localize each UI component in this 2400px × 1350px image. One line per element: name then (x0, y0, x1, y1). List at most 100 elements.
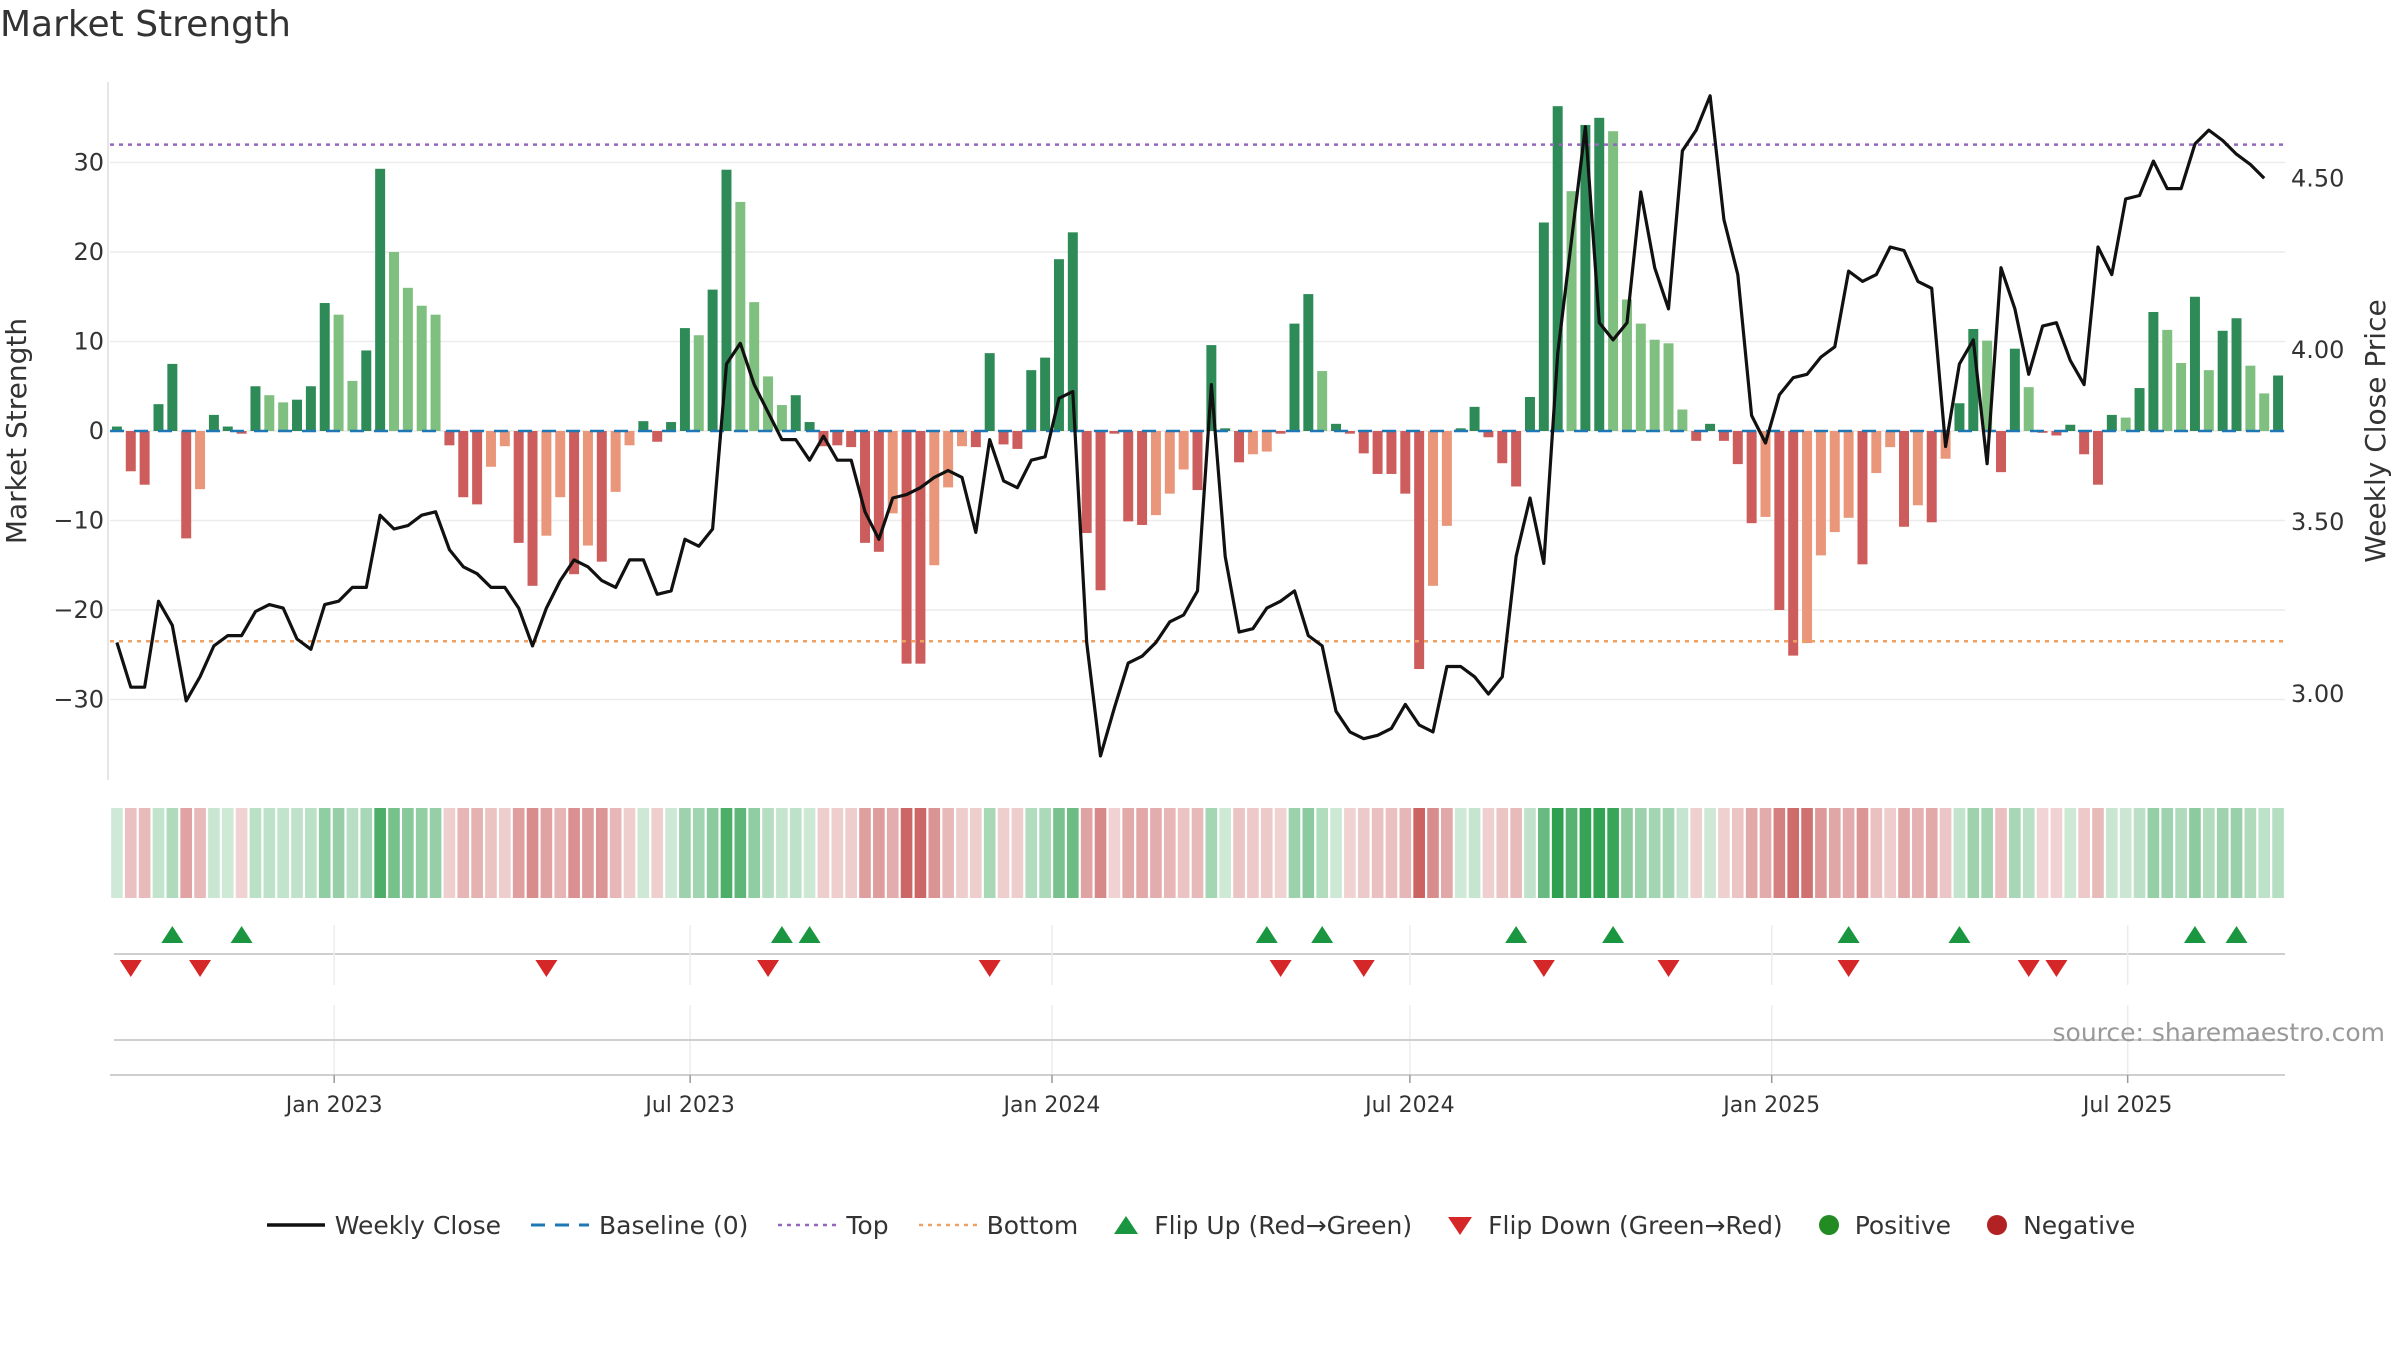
strength-heat-cell (2161, 808, 2174, 898)
strength-bar (444, 431, 455, 446)
strength-bar (721, 169, 732, 431)
strength-heat-cell (305, 808, 317, 898)
strength-bar (250, 386, 261, 431)
strength-heat-cell (2133, 808, 2146, 898)
strength-bar (2009, 348, 2020, 431)
strength-heat-cell (1260, 808, 1273, 898)
strength-bar (195, 431, 206, 490)
strength-heat-cell (1828, 808, 1841, 898)
legend-triangle-icon (1448, 1217, 1473, 1235)
legend-item: Negative (1979, 1210, 2135, 1240)
strength-bar (1635, 323, 1646, 431)
strength-heat-cell (1607, 808, 1619, 898)
strength-bar (111, 426, 122, 431)
strength-heat-cell (1053, 808, 1065, 898)
strength-heat-cell (1981, 808, 1993, 898)
strength-heat-cell (1662, 808, 1675, 898)
strength-heat-cell (415, 808, 428, 898)
strength-bar (1705, 423, 1716, 431)
strength-bar (846, 431, 857, 448)
strength-heat-cell (1648, 808, 1661, 898)
strength-bar (1234, 431, 1245, 463)
strength-bar (347, 380, 358, 431)
strength-bar (1026, 370, 1037, 431)
legend-item: Weekly Close (265, 1210, 501, 1240)
strength-heat-cell (1593, 808, 1606, 898)
strength-heat-cell (1967, 808, 1980, 898)
strength-bar (2092, 431, 2103, 485)
strength-heat-cell (540, 808, 553, 898)
strength-bar (1538, 222, 1549, 431)
x-tick-label: Jul 2023 (643, 1093, 735, 1118)
strength-heat-cell (2092, 808, 2104, 898)
flip-up-marker (770, 926, 793, 943)
strength-heat-cell (873, 808, 885, 898)
strength-bar (2079, 431, 2090, 455)
legend-triangle-icon (1114, 1216, 1139, 1234)
strength-bar (1552, 106, 1563, 432)
strength-heat-cell (194, 808, 206, 898)
flip-up-marker (1311, 926, 1334, 943)
strength-bar (943, 431, 954, 488)
strength-bar (2162, 329, 2173, 431)
legend-label: Flip Down (Green→Red) (1488, 1210, 1783, 1240)
strength-heat-cell (291, 808, 303, 898)
y2-tick-label: 4.00 (2291, 336, 2344, 364)
flip-up-marker (798, 926, 821, 943)
legend-label: Weekly Close (334, 1210, 502, 1240)
strength-heat-cell (2230, 808, 2243, 898)
strength-bar (1123, 431, 1134, 522)
y2-tick-label: 4.50 (2291, 164, 2344, 192)
strength-bar (1303, 294, 1314, 431)
strength-heat-cell (402, 808, 414, 898)
strength-heat-cell (443, 808, 456, 898)
strength-heat-cell (679, 808, 691, 898)
flip-up-marker (2225, 926, 2248, 943)
strength-heat-cell (346, 808, 359, 898)
strength-bar (1760, 431, 1771, 517)
strength-heat-cell (277, 808, 289, 898)
strength-bar (749, 302, 760, 431)
strength-heat-cell (318, 808, 331, 898)
weekly-close-line (115, 94, 2266, 758)
strength-bar (389, 252, 399, 431)
strength-bar (1372, 431, 1383, 474)
strength-heat-cell (789, 808, 802, 898)
x-tick-label: Jul 2024 (1363, 1093, 1455, 1118)
flip-down-marker (2017, 960, 2040, 977)
strength-heat-cell (1330, 808, 1342, 898)
strength-bar (776, 405, 787, 431)
strength-heat-cell (2244, 808, 2257, 898)
strength-bar (1414, 431, 1425, 670)
strength-heat-cell (111, 808, 123, 898)
strength-heat-cell (1288, 808, 1301, 898)
strength-bar (569, 431, 580, 575)
strength-heat-cell (1718, 808, 1730, 898)
strength-heat-cell (2175, 808, 2187, 898)
strength-heat-cell (1150, 808, 1162, 898)
legend-line-icon (778, 1223, 837, 1227)
strength-bar (2176, 362, 2187, 431)
strength-heat-cell (997, 808, 1010, 898)
strength-bar (2245, 365, 2256, 431)
strength-bar (1095, 431, 1106, 591)
strength-bar (1497, 431, 1508, 464)
strength-heat-cell (263, 808, 276, 898)
strength-bar (1594, 117, 1605, 432)
strength-bar (915, 431, 926, 664)
strength-bar (1718, 431, 1729, 441)
strength-bar (278, 402, 289, 431)
strength-bar (1247, 431, 1258, 455)
strength-bar (416, 305, 427, 431)
legend-label: Bottom (986, 1210, 1079, 1240)
legend-item: Top (776, 1210, 889, 1240)
strength-heat-cell (1953, 808, 1966, 898)
y-axis-title: Market Strength (0, 318, 33, 544)
flip-down-marker (757, 960, 780, 977)
strength-bar (1511, 431, 1522, 487)
strength-heat-cell (1995, 808, 2007, 898)
strength-heat-cell (2258, 808, 2271, 898)
strength-bar (181, 431, 192, 539)
strength-bar (1261, 431, 1272, 452)
strength-heat-cell (485, 808, 497, 898)
